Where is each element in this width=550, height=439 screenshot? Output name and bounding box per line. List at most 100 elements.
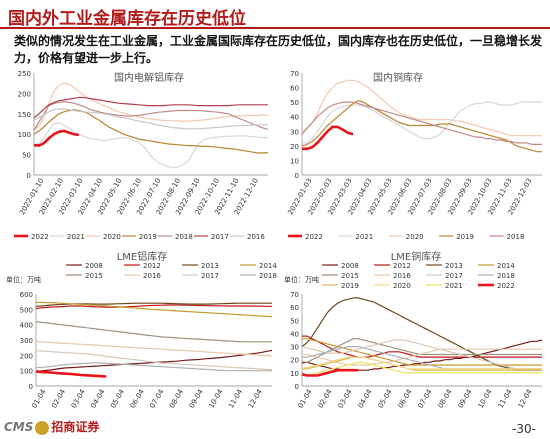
legend-label: 2013 — [201, 262, 219, 270]
x-tick-label: 03-04 — [70, 388, 87, 410]
series-line-2018 — [33, 100, 269, 131]
legend-label: 2020 — [393, 282, 411, 290]
company-logo: CMS 招商证券 — [4, 418, 99, 435]
legend-label: 2018 — [507, 233, 525, 241]
legend-label: 2017 — [201, 272, 219, 280]
legend-label: 2021 — [355, 233, 373, 241]
chart-title: LME铜库存 — [391, 250, 442, 263]
x-tick-label: 06-04 — [397, 388, 414, 410]
y-tick-label: 10 — [290, 370, 299, 378]
chart-cu-cn: 国内铜库存 0 10 20 30 40 50 60 70 2022-01-03 2022-02-03… — [278, 67, 550, 247]
legend-label: 2018 — [497, 272, 515, 280]
y-tick-label: 300 — [20, 337, 33, 345]
page-title: 国内外工业金属库存在历史低位 — [8, 9, 246, 29]
x-tick-label: 09-04 — [457, 388, 474, 410]
y-tick-label: 20 — [290, 357, 299, 365]
legend-label: 2018 — [175, 233, 193, 241]
series-line-2020 — [33, 82, 268, 131]
chart-cu-cn-svg: 国内铜库存0102030405060702022-01-032022-02-03… — [286, 70, 542, 241]
y-tick-label: 40 — [290, 114, 299, 122]
legend-label: 2020 — [103, 233, 121, 241]
y-tick-label: 500 — [20, 306, 33, 314]
page-number: -30- — [512, 422, 536, 436]
unit-label: 单位：万吨 — [6, 275, 41, 284]
x-tick-label: 06-04 — [129, 388, 146, 410]
logo-circle-icon — [35, 420, 50, 435]
y-tick-label: 30 — [290, 128, 299, 136]
x-tick-label: 05-04 — [109, 388, 126, 410]
y-tick-label: 60 — [290, 85, 299, 93]
x-tick-label: 11-04 — [497, 388, 514, 410]
legend-label: 2014 — [497, 262, 515, 270]
series-line-2020 — [301, 79, 542, 137]
series-line-2018 — [301, 101, 542, 146]
chart-al-lme: LME铝库存 单位：万吨 0 100 200 300 400 500 600 01-04 02-04… — [4, 248, 280, 416]
y-tick-label: 400 — [20, 322, 33, 330]
title-divider — [0, 27, 550, 29]
y-tick-label: 50 — [22, 152, 31, 160]
series-line-2017 — [35, 350, 273, 371]
legend-label: 2019 — [456, 233, 474, 241]
legend-label: 2016 — [393, 272, 411, 280]
x-tick-label: 03-04 — [337, 388, 354, 410]
legend-label: 2012 — [393, 262, 411, 270]
series-line-2012 — [35, 304, 272, 310]
y-tick-label: 250 — [18, 70, 31, 78]
y-tick-label: 70 — [290, 70, 299, 78]
legend-label: 2021 — [67, 233, 85, 241]
y-tick-label: 70 — [290, 291, 299, 299]
y-tick-label: 0 — [27, 172, 31, 180]
legend-label: 2015 — [341, 272, 359, 280]
series-line-2022 — [302, 125, 354, 151]
y-tick-label: 60 — [290, 304, 299, 312]
legend-label: 2017 — [445, 272, 463, 280]
x-tick-label: 08-04 — [168, 388, 185, 410]
legend-label: 2022 — [31, 233, 49, 241]
legend-label: 2021 — [445, 282, 463, 290]
series-line-2022 — [33, 129, 80, 147]
y-tick-label: 10 — [290, 157, 299, 165]
y-tick-label: 100 — [18, 131, 31, 139]
x-tick-label: 07-04 — [417, 388, 434, 410]
legend-label: 2016 — [143, 272, 161, 280]
x-tick-label: 02-04 — [317, 388, 334, 410]
y-tick-label: 50 — [290, 317, 299, 325]
x-tick-label: 02-04 — [50, 388, 67, 410]
y-tick-label: 0 — [29, 383, 33, 391]
x-tick-label: 05-04 — [377, 388, 394, 410]
x-tick-label: 11-04 — [227, 388, 244, 410]
series-line-2021 — [302, 361, 542, 377]
legend-label: 2008 — [85, 262, 103, 270]
series-line-2020 — [302, 356, 542, 370]
legend-label: 2013 — [445, 262, 463, 270]
y-tick-label: 50 — [290, 99, 299, 107]
legend-label: 2019 — [341, 282, 359, 290]
series-line-2016 — [33, 108, 269, 130]
legend-label: 2022 — [497, 282, 515, 290]
series-line-2019 — [302, 356, 542, 371]
y-tick-label: 100 — [20, 368, 33, 376]
chart-cu-lme: LME铜库存 单位：万吨 0 10 20 30 40 50 60 70 01-04 02-04 03-0… — [282, 248, 550, 416]
legend-label: 2020 — [406, 233, 424, 241]
logo-cn-text: 招商证券 — [51, 420, 100, 434]
legend-label: 2017 — [211, 233, 229, 241]
series-line-2013 — [301, 297, 542, 371]
chart-al-cn-svg: 国内电解铝库存0501001502002502022-01-102022-02-… — [14, 70, 269, 241]
x-tick-label: 01-04 — [297, 388, 314, 410]
y-tick-label: 0 — [295, 172, 299, 180]
y-tick-label: 20 — [290, 143, 299, 151]
legend-label: 2014 — [259, 262, 277, 270]
x-tick-label: 12-04 — [247, 388, 264, 410]
chart-title: 国内铜库存 — [373, 71, 423, 84]
chart-al-cn: 国内电解铝库存 0 50 100 150 200 250 2022-01-10 2022-02-… — [4, 67, 276, 247]
x-tick-label: 01-04 — [30, 388, 47, 410]
x-tick-label: 09-04 — [188, 388, 205, 410]
series-line-2017 — [301, 339, 542, 370]
chart-title: 国内电解铝库存 — [114, 71, 184, 84]
series-line-2022 — [35, 370, 107, 378]
x-tick-label: 07-04 — [148, 388, 165, 410]
series-line-2021 — [302, 101, 542, 144]
legend-label: 2018 — [259, 272, 277, 280]
page-description: 类似的情况发生在工业金属，工业金属国际库存在历史低位，国内库存也在历史低位，一旦… — [14, 34, 543, 65]
